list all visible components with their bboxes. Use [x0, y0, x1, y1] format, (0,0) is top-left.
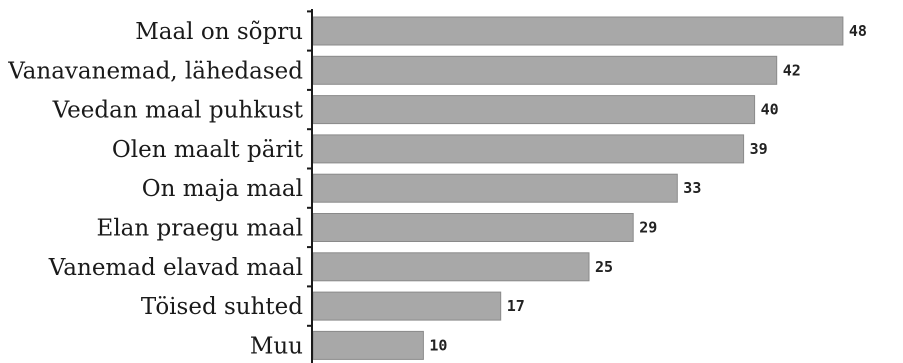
bar: [312, 134, 745, 164]
value-label: 33: [683, 179, 701, 197]
value-label: 10: [429, 336, 447, 354]
value-label: 29: [639, 219, 657, 237]
value-label: 39: [750, 140, 768, 158]
value-label: 42: [783, 61, 801, 79]
bar: [312, 95, 756, 125]
category-label: Maal on sõpru: [135, 19, 303, 45]
value-label: 40: [761, 101, 779, 119]
bar: [312, 16, 844, 46]
value-label: 48: [849, 22, 867, 40]
category-label: Töised suhted: [141, 294, 303, 320]
category-label: On maja maal: [142, 176, 303, 202]
bar: [312, 213, 634, 242]
category-label: Muu: [250, 333, 303, 359]
bar: [312, 173, 678, 203]
bar: [312, 55, 778, 85]
category-label: Veedan maal puhkust: [52, 98, 304, 124]
y-axis: [307, 9, 313, 363]
bar: [312, 291, 502, 321]
value-label: 25: [595, 258, 613, 276]
bar: [312, 252, 590, 282]
bar: [312, 330, 424, 360]
category-labels-group: Maal on sõpru Vanavanemad, lähedased Veeda…: [7, 19, 304, 359]
category-label: Elan praegu maal: [97, 216, 303, 242]
category-label: Vanemad elavad maal: [48, 255, 303, 281]
value-label: 17: [507, 297, 525, 315]
value-labels-group: 48 42 40 39 33 29 25 17 10: [429, 22, 867, 354]
category-label: Vanavanemad, lähedased: [7, 58, 303, 84]
bars-group: [312, 16, 844, 360]
category-label: Olen maalt pärit: [112, 137, 304, 163]
